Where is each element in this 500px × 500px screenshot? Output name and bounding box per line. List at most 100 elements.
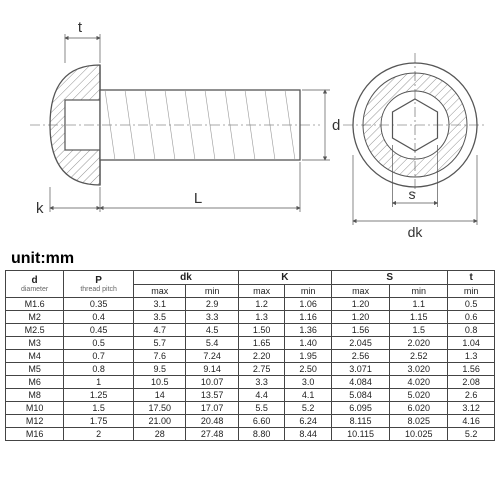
cell-S_max: 2.56 xyxy=(331,350,389,363)
table-row: M20.43.53.31.31.161.201.150.6 xyxy=(6,311,495,324)
cell-S_max: 4.084 xyxy=(331,376,389,389)
cell-t_min: 1.56 xyxy=(448,363,495,376)
cell-P: 0.4 xyxy=(64,311,134,324)
cell-K_max: 6.60 xyxy=(238,415,285,428)
cell-dk_max: 9.5 xyxy=(134,363,186,376)
cell-d: M8 xyxy=(6,389,64,402)
cell-d: M16 xyxy=(6,428,64,441)
cell-dk_min: 10.07 xyxy=(186,376,238,389)
cell-S_min: 5.020 xyxy=(390,389,448,402)
cell-S_min: 4.020 xyxy=(390,376,448,389)
cell-S_max: 2.045 xyxy=(331,337,389,350)
cell-dk_min: 20.48 xyxy=(186,415,238,428)
cell-S_min: 1.1 xyxy=(390,298,448,311)
cell-dk_max: 3.1 xyxy=(134,298,186,311)
cell-dk_min: 27.48 xyxy=(186,428,238,441)
cell-P: 0.45 xyxy=(64,324,134,337)
cell-d: M6 xyxy=(6,376,64,389)
cell-dk_min: 7.24 xyxy=(186,350,238,363)
cell-K_max: 5.5 xyxy=(238,402,285,415)
cell-K_max: 2.20 xyxy=(238,350,285,363)
cell-K_max: 8.80 xyxy=(238,428,285,441)
cell-t_min: 2.08 xyxy=(448,376,495,389)
cell-d: M5 xyxy=(6,363,64,376)
dim-t: t xyxy=(65,19,100,63)
spec-table-body: M1.60.353.12.91.21.061.201.10.5M20.43.53… xyxy=(6,298,495,441)
table-row: M1622827.488.808.4410.11510.0255.2 xyxy=(6,428,495,441)
cell-S_max: 10.115 xyxy=(331,428,389,441)
table-row: M101.517.5017.075.55.26.0956.0203.12 xyxy=(6,402,495,415)
cell-d: M10 xyxy=(6,402,64,415)
cell-dk_min: 3.3 xyxy=(186,311,238,324)
cell-dk_min: 13.57 xyxy=(186,389,238,402)
cell-S_max: 1.56 xyxy=(331,324,389,337)
cell-K_min: 6.24 xyxy=(285,415,332,428)
cell-t_min: 5.2 xyxy=(448,428,495,441)
cell-S_min: 2.52 xyxy=(390,350,448,363)
cell-dk_min: 9.14 xyxy=(186,363,238,376)
cell-t_min: 0.6 xyxy=(448,311,495,324)
table-row: M2.50.454.74.51.501.361.561.50.8 xyxy=(6,324,495,337)
table-row: M121.7521.0020.486.606.248.1158.0254.16 xyxy=(6,415,495,428)
cell-P: 1.5 xyxy=(64,402,134,415)
cell-dk_max: 17.50 xyxy=(134,402,186,415)
cell-P: 1.75 xyxy=(64,415,134,428)
cell-K_min: 1.16 xyxy=(285,311,332,324)
cell-S_min: 3.020 xyxy=(390,363,448,376)
label-dk: dk xyxy=(408,224,424,240)
cell-K_min: 8.44 xyxy=(285,428,332,441)
label-s: s xyxy=(409,186,416,202)
cell-K_max: 1.50 xyxy=(238,324,285,337)
cell-dk_min: 4.5 xyxy=(186,324,238,337)
table-row: M1.60.353.12.91.21.061.201.10.5 xyxy=(6,298,495,311)
cell-S_max: 8.115 xyxy=(331,415,389,428)
cell-P: 1 xyxy=(64,376,134,389)
cell-P: 0.35 xyxy=(64,298,134,311)
cell-t_min: 1.04 xyxy=(448,337,495,350)
cell-P: 2 xyxy=(64,428,134,441)
cell-d: M3 xyxy=(6,337,64,350)
cell-K_max: 3.3 xyxy=(238,376,285,389)
cell-d: M12 xyxy=(6,415,64,428)
cell-P: 0.5 xyxy=(64,337,134,350)
cell-P: 0.8 xyxy=(64,363,134,376)
cell-K_min: 3.0 xyxy=(285,376,332,389)
label-d: d xyxy=(332,117,340,134)
cell-dk_max: 3.5 xyxy=(134,311,186,324)
col-t: t xyxy=(448,271,495,285)
cell-K_min: 4.1 xyxy=(285,389,332,402)
cell-S_max: 6.095 xyxy=(331,402,389,415)
col-K: K xyxy=(238,271,331,285)
cell-d: M4 xyxy=(6,350,64,363)
screw-diagram: t k L xyxy=(0,0,500,250)
cell-K_min: 5.2 xyxy=(285,402,332,415)
cell-K_min: 1.06 xyxy=(285,298,332,311)
cell-S_min: 1.5 xyxy=(390,324,448,337)
side-view: t k L xyxy=(30,19,340,217)
cell-K_max: 4.4 xyxy=(238,389,285,402)
cell-S_max: 1.20 xyxy=(331,298,389,311)
table-row: M40.77.67.242.201.952.562.521.3 xyxy=(6,350,495,363)
cell-P: 1.25 xyxy=(64,389,134,402)
col-S: S xyxy=(331,271,447,285)
cell-K_max: 1.3 xyxy=(238,311,285,324)
cell-dk_max: 4.7 xyxy=(134,324,186,337)
cell-K_min: 1.40 xyxy=(285,337,332,350)
table-row: M81.251413.574.44.15.0845.0202.6 xyxy=(6,389,495,402)
col-d: d diameter xyxy=(6,271,64,298)
cell-K_min: 1.95 xyxy=(285,350,332,363)
cell-S_max: 5.084 xyxy=(331,389,389,402)
cell-S_min: 6.020 xyxy=(390,402,448,415)
cell-S_min: 1.15 xyxy=(390,311,448,324)
col-P: P thread pitch xyxy=(64,271,134,298)
label-t: t xyxy=(78,19,83,36)
cell-dk_max: 10.5 xyxy=(134,376,186,389)
label-L: L xyxy=(194,190,202,207)
unit-label: unit:mm xyxy=(5,250,495,270)
cell-t_min: 0.8 xyxy=(448,324,495,337)
cell-dk_max: 14 xyxy=(134,389,186,402)
cell-K_min: 1.36 xyxy=(285,324,332,337)
cell-S_max: 1.20 xyxy=(331,311,389,324)
dim-k: k xyxy=(36,187,100,217)
cell-dk_max: 21.00 xyxy=(134,415,186,428)
